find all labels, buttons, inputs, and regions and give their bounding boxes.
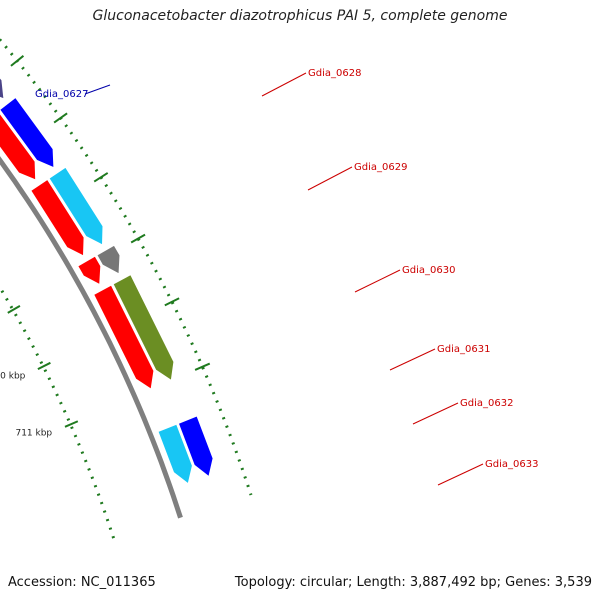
inner-major-tick xyxy=(37,361,51,370)
gene-label[interactable]: Gdia_0633 xyxy=(485,459,538,470)
outer-major-tick xyxy=(164,297,180,307)
map-title: Gluconacetobacter diazotrophicus PAI 5, … xyxy=(92,8,508,24)
gene-arrow-bottom-cyan xyxy=(157,423,193,485)
outer-major-tick xyxy=(93,172,109,183)
gene-arrow-gdia0632-grey xyxy=(96,244,121,275)
gene-leader-line xyxy=(389,348,436,371)
gene-arrow-bottom-blue xyxy=(177,415,214,478)
gene-leader-line xyxy=(84,84,111,95)
gene-leader-line xyxy=(354,269,401,293)
backbone-layer xyxy=(0,156,183,519)
gene-leader-line xyxy=(437,463,484,486)
gene-arrow-gdia0630-red xyxy=(0,112,37,181)
tick-label: 711 kbp xyxy=(15,428,52,438)
genome-backbone xyxy=(0,156,183,519)
gene-label[interactable]: Gdia_0627 xyxy=(35,89,88,100)
inner-major-tick xyxy=(64,420,79,428)
gene-arrow-gdia0633-red xyxy=(93,284,155,391)
outer-major-tick xyxy=(53,112,68,124)
label-layer: Gdia_0627 Gdia_0628 Gdia_0629 Gdia_0630 Gdia… xyxy=(35,68,538,486)
gene-arrow-gdia0633-olive xyxy=(112,273,175,382)
outer-major-tick xyxy=(10,55,25,67)
gene-label[interactable]: Gdia_0629 xyxy=(354,162,407,173)
gene-label[interactable]: Gdia_0628 xyxy=(308,68,361,79)
genome-summary-text: Topology: circular; Length: 3,887,492 bp… xyxy=(234,575,592,590)
gene-layer xyxy=(0,77,214,485)
gene-label[interactable]: Gdia_0630 xyxy=(402,265,455,276)
gene-arrow-gdia0631-cyan xyxy=(48,166,104,246)
gene-arrow-gdia0629-navy xyxy=(0,77,5,100)
gene-arrow-gdia0630-blue xyxy=(0,96,55,169)
outer-major-tick xyxy=(194,362,211,371)
gene-leader-line xyxy=(307,166,353,191)
tick-layer: 703 kbp704 kbp705 kbp706 kbp707 kbp708 k… xyxy=(0,37,253,540)
gene-label[interactable]: Gdia_0631 xyxy=(437,344,490,355)
tick-label: 710 kbp xyxy=(0,371,26,381)
gene-arrow-gdia0632-red xyxy=(77,255,102,286)
outer-tick-rail xyxy=(0,37,253,496)
gene-leader-line xyxy=(261,72,307,97)
accession-text: Accession: NC_011365 xyxy=(8,575,156,590)
outer-major-tick xyxy=(130,233,146,244)
gene-label[interactable]: Gdia_0632 xyxy=(460,398,513,409)
gene-leader-line xyxy=(412,402,459,425)
gene-arrow-gdia0631-red xyxy=(30,178,85,257)
inner-major-tick xyxy=(7,305,21,314)
